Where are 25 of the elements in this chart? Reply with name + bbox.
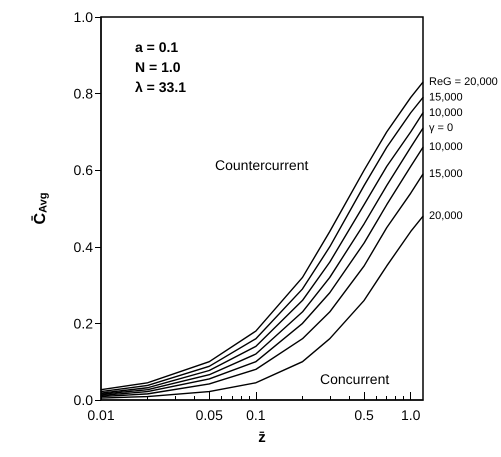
series-label: 15,000 [429,91,463,104]
y-axis-title: C̄Avg [31,192,50,224]
series-label: γ = 0 [429,122,454,134]
y-tick-label: 0.0 [74,392,94,408]
annotation: a = 0.1 [135,39,178,55]
x-tick-label: 0.1 [246,407,266,423]
series-label: ReG = 20,000 [429,76,498,88]
x-tick-label: 0.05 [196,407,224,423]
annotation: λ = 33.1 [135,79,186,95]
y-tick-label: 0.2 [74,315,94,332]
series-label: 10,000 [429,141,463,154]
y-tick-label: 1.0 [74,9,94,25]
series-label: 20,000 [429,210,463,222]
x-tick-label: 1.0 [401,407,421,423]
annotation: Concurrent [320,371,390,387]
y-tick-label: 0.6 [74,162,94,178]
x-tick-label: 0.5 [354,407,374,423]
series-label: 10,000 [429,106,463,119]
x-tick-label: 0.01 [87,407,115,423]
y-tick-label: 0.8 [74,86,94,102]
annotation: Countercurrent [215,157,308,173]
y-tick-label: 0.4 [74,238,94,255]
x-axis-title: z̄ [258,429,266,446]
annotation: N = 1.0 [135,59,181,75]
series-label: 15,000 [429,168,463,180]
